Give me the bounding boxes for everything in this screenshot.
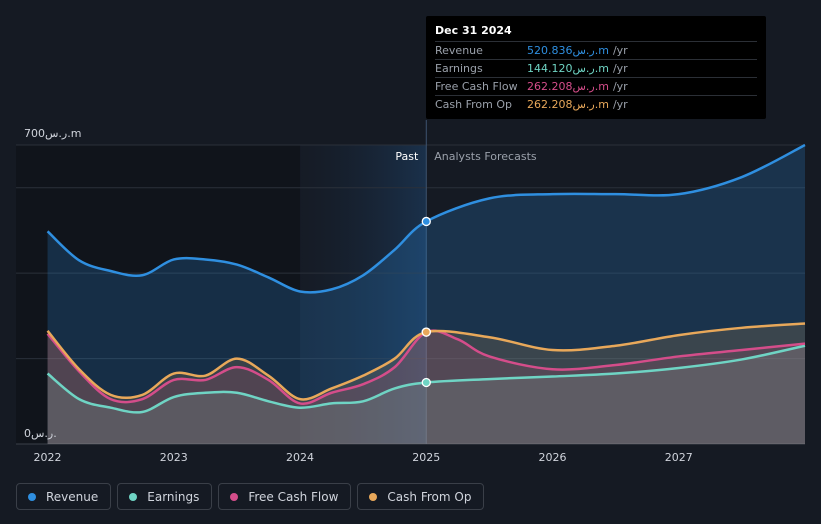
legend-dot-icon xyxy=(230,492,239,501)
legend-dot-icon xyxy=(28,492,36,501)
tooltip-unit: /yr xyxy=(612,44,628,57)
tooltip-value: 520.836ر.س.m xyxy=(527,44,609,57)
x-tick-label: 2027 xyxy=(665,451,693,464)
area-free-cash-flow xyxy=(47,330,806,444)
area-earnings xyxy=(47,345,806,444)
tooltip-unit: /yr xyxy=(612,98,628,111)
tooltip: Dec 31 2024 Revenue 520.836ر.س.m /yr Ear… xyxy=(426,16,766,119)
legend-label: Earnings xyxy=(147,489,200,504)
tooltip-value: 144.120ر.س.m xyxy=(527,62,609,75)
marker-cash-from-op xyxy=(421,327,431,337)
x-tick-label: 2023 xyxy=(160,451,188,464)
x-tick-label: 2026 xyxy=(539,451,567,464)
forecast-label: Analysts Forecasts xyxy=(434,150,537,163)
legend-item-revenue[interactable]: Revenue xyxy=(16,483,112,510)
legend: Revenue Earnings Free Cash Flow Cash Fro… xyxy=(16,483,485,510)
legend-item-free-cash-flow[interactable]: Free Cash Flow xyxy=(218,483,352,510)
line-earnings xyxy=(46,344,806,414)
tooltip-row-free-cash-flow: Free Cash Flow 262.208ر.س.m /yr xyxy=(435,78,757,96)
tooltip-label: Free Cash Flow xyxy=(435,80,518,93)
y-axis-bottom-label: 0ر.س. xyxy=(24,427,57,440)
tooltip-label: Earnings xyxy=(435,62,483,75)
tooltip-value: 262.208ر.س.m xyxy=(527,98,609,111)
line-cash-from-op xyxy=(46,322,806,401)
legend-item-cash-from-op[interactable]: Cash From Op xyxy=(357,483,485,510)
tooltip-label: Cash From Op xyxy=(435,98,513,111)
tooltip-row-earnings: Earnings 144.120ر.س.m /yr xyxy=(435,60,757,78)
legend-label: Revenue xyxy=(46,489,99,504)
x-tick-label: 2022 xyxy=(34,451,62,464)
line-free-cash-flow xyxy=(46,329,806,405)
past-region xyxy=(16,145,301,444)
tooltip-row-revenue: Revenue 520.836ر.س.m /yr xyxy=(435,42,757,60)
tooltip-date: Dec 31 2024 xyxy=(435,24,757,42)
tooltip-row-cash-from-op: Cash From Op 262.208ر.س.m /yr xyxy=(435,96,757,113)
legend-label: Free Cash Flow xyxy=(248,489,339,504)
tooltip-unit: /yr xyxy=(612,62,628,75)
past-label: Past xyxy=(395,150,419,163)
legend-item-earnings[interactable]: Earnings xyxy=(117,483,213,510)
tooltip-label: Revenue xyxy=(435,44,483,57)
legend-dot-icon xyxy=(129,492,138,501)
line-revenue xyxy=(46,143,806,294)
legend-label: Cash From Op xyxy=(387,489,472,504)
x-tick-label: 2024 xyxy=(286,451,314,464)
tooltip-value: 262.208ر.س.m xyxy=(527,80,609,93)
legend-dot-icon xyxy=(369,492,378,501)
tooltip-unit: /yr xyxy=(612,80,628,93)
y-axis-top-label: 700ر.س.m xyxy=(24,127,81,140)
area-revenue xyxy=(47,145,806,444)
marker-revenue xyxy=(421,216,431,227)
x-tick-label: 2025 xyxy=(412,451,440,464)
marker-earnings xyxy=(421,377,431,388)
